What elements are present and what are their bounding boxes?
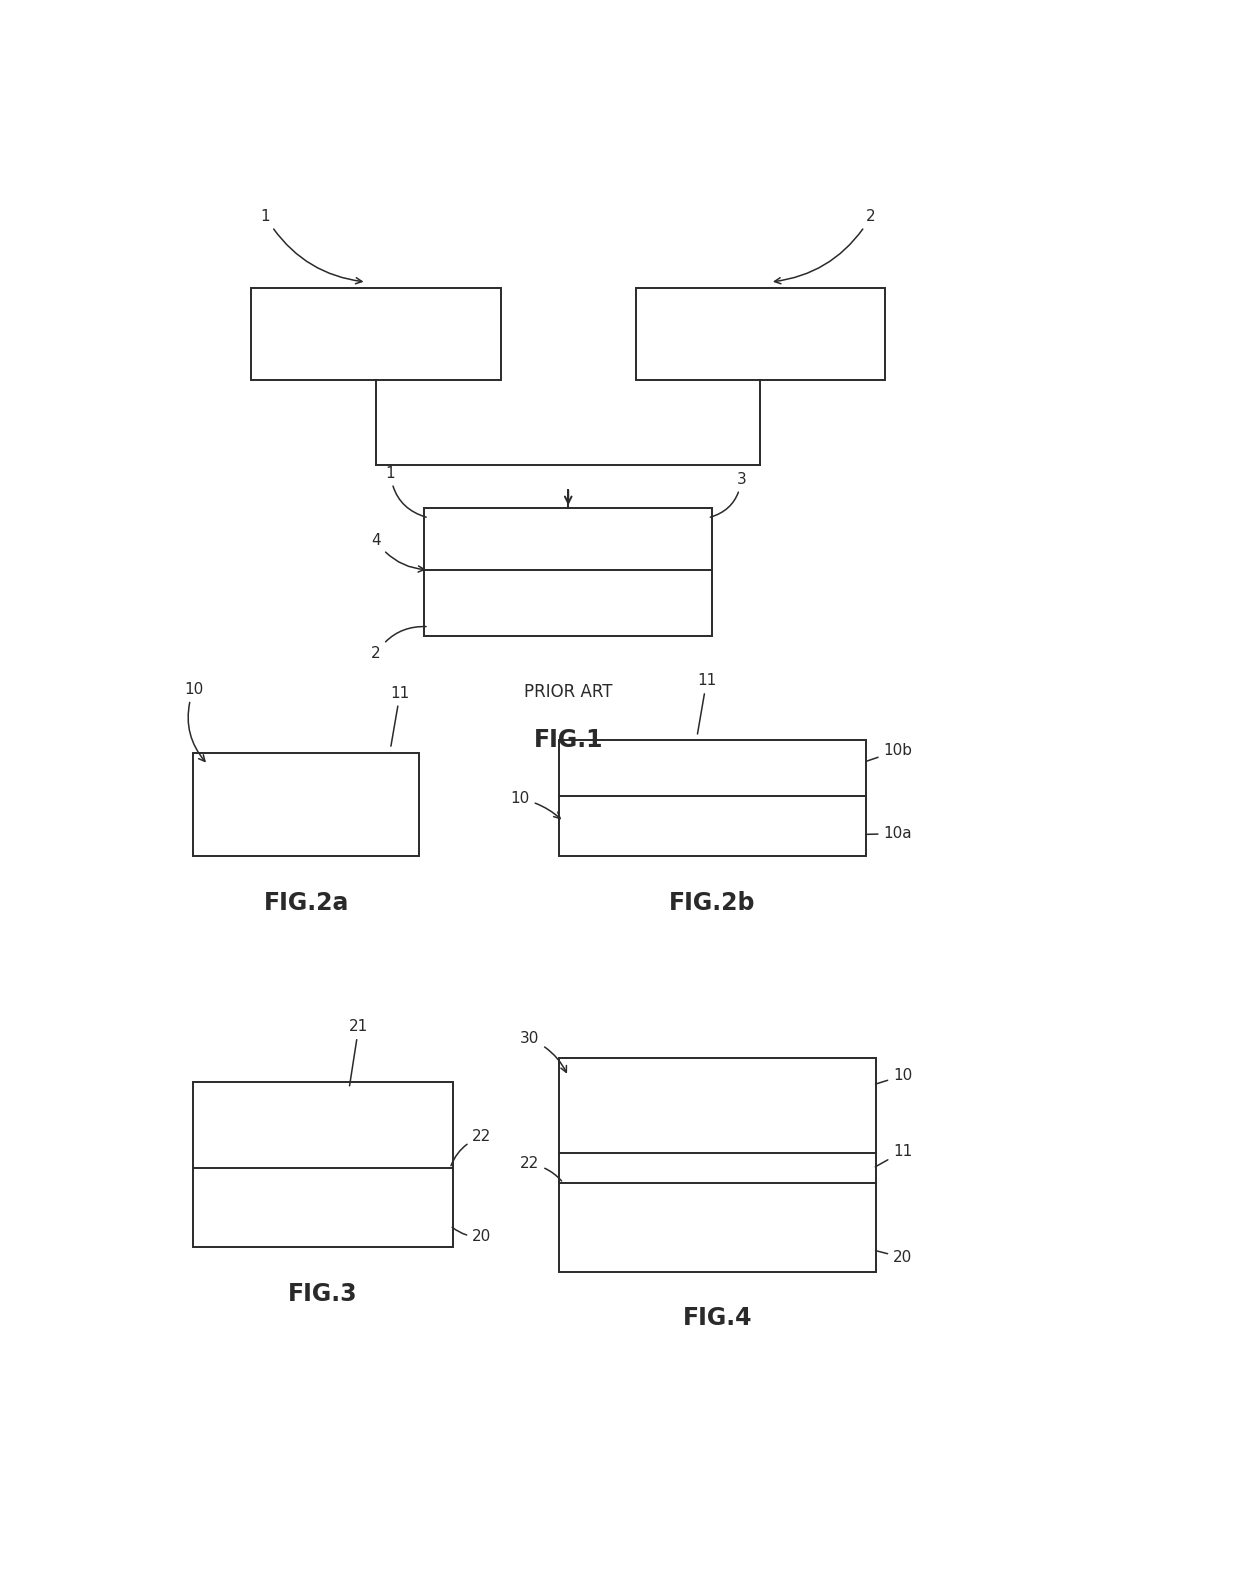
Bar — [558, 1059, 875, 1271]
Text: FIG.2b: FIG.2b — [670, 890, 755, 914]
Text: PRIOR ART: PRIOR ART — [525, 682, 613, 701]
Text: 10: 10 — [875, 1068, 913, 1084]
Text: 3: 3 — [711, 471, 746, 517]
Text: 10: 10 — [184, 682, 205, 762]
Text: 11: 11 — [697, 673, 717, 733]
Text: 20: 20 — [453, 1227, 491, 1244]
Text: 2: 2 — [775, 209, 875, 284]
Text: FIG.2a: FIG.2a — [264, 890, 348, 914]
Text: 10a: 10a — [866, 827, 913, 841]
Text: 1: 1 — [386, 465, 427, 517]
Bar — [193, 1082, 453, 1247]
Text: FIG.1: FIG.1 — [533, 728, 603, 752]
Text: 10b: 10b — [866, 743, 913, 762]
Text: 30: 30 — [521, 1032, 567, 1073]
Bar — [193, 752, 419, 857]
Text: 22: 22 — [451, 1130, 491, 1166]
Text: 22: 22 — [521, 1157, 562, 1181]
Bar — [558, 740, 866, 857]
Text: 20: 20 — [875, 1251, 913, 1265]
Bar — [250, 289, 501, 379]
Text: 21: 21 — [350, 1019, 368, 1086]
Bar — [635, 289, 885, 379]
Text: 2: 2 — [371, 627, 427, 662]
Text: 1: 1 — [260, 209, 362, 284]
Text: 4: 4 — [371, 533, 424, 571]
Text: FIG.3: FIG.3 — [289, 1282, 358, 1306]
Bar — [424, 508, 713, 636]
Text: 11: 11 — [391, 686, 409, 746]
Text: 10: 10 — [511, 792, 560, 819]
Text: 11: 11 — [875, 1144, 913, 1166]
Text: FIG.4: FIG.4 — [682, 1306, 751, 1330]
